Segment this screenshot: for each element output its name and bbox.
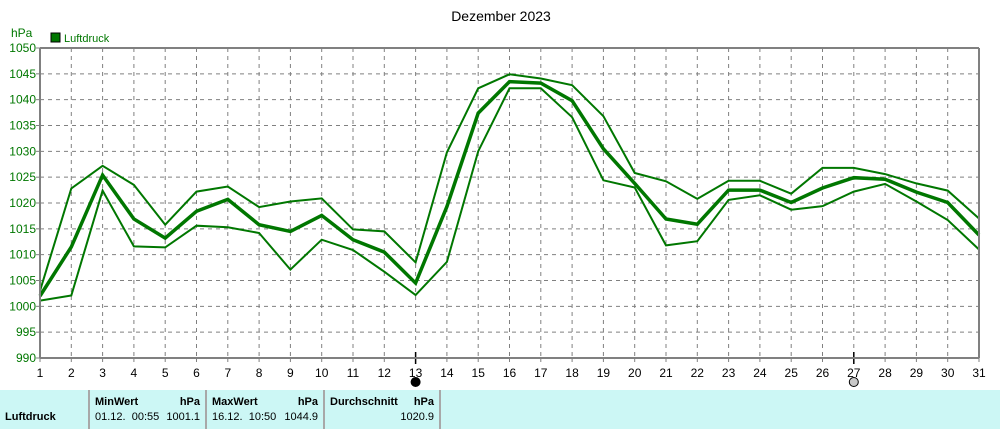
- svg-text:1020: 1020: [9, 196, 36, 210]
- svg-text:5: 5: [162, 366, 169, 380]
- svg-text:27: 27: [847, 366, 861, 380]
- svg-text:9: 9: [287, 366, 294, 380]
- legend-swatch-icon: [50, 32, 61, 43]
- svg-text:12: 12: [378, 366, 392, 380]
- svg-text:1050: 1050: [9, 41, 36, 55]
- svg-text:23: 23: [722, 366, 736, 380]
- svg-text:1025: 1025: [9, 170, 36, 184]
- max-value: 1044.9: [284, 411, 318, 423]
- legend: Luftdruck: [50, 32, 110, 45]
- svg-text:19: 19: [597, 366, 611, 380]
- min-value: 1001.1: [166, 411, 200, 423]
- pressure-chart: Dezember 2023 hPa Luftdruck 990 995 1000 10…: [9, 8, 986, 387]
- max-value-cell: MaxWert hPa 16.12. 10:50 1044.9: [207, 390, 325, 429]
- new-moon-icon: [410, 377, 421, 387]
- max-date: 16.12.: [212, 411, 243, 423]
- svg-text:20: 20: [628, 366, 642, 380]
- full-moon-icon: [848, 377, 859, 387]
- grid: [40, 48, 979, 358]
- max-unit: hPa: [297, 396, 318, 408]
- svg-text:13: 13: [409, 366, 423, 380]
- svg-text:11: 11: [347, 366, 360, 380]
- min-time: 00:55: [131, 411, 160, 423]
- svg-text:16: 16: [503, 366, 517, 380]
- y-axis-unit: hPa: [11, 26, 33, 40]
- svg-text:28: 28: [878, 366, 892, 380]
- min-date: 01.12.: [95, 411, 126, 423]
- svg-text:995: 995: [16, 325, 36, 339]
- svg-text:1015: 1015: [9, 222, 36, 236]
- svg-text:18: 18: [565, 366, 579, 380]
- svg-text:30: 30: [941, 366, 955, 380]
- avg-value-cell: Durchschnitt hPa 1020.9: [325, 390, 441, 429]
- svg-text:1: 1: [37, 366, 44, 380]
- svg-text:1040: 1040: [9, 93, 36, 107]
- svg-text:14: 14: [440, 366, 454, 380]
- svg-text:8: 8: [256, 366, 263, 380]
- plot-frame: [39, 47, 980, 359]
- x-axis-ticks: 1 2 3 4 5 6 7 8 9 10 11 12 13 14 15 16 17 18 19 20 21 22 23 24 2…: [37, 358, 986, 380]
- avg-value: 1020.9: [400, 411, 434, 423]
- series-lines: [38, 73, 981, 302]
- avg-header: Durchschnitt: [330, 396, 398, 408]
- svg-text:10: 10: [315, 366, 329, 380]
- max-time: 10:50: [248, 411, 277, 423]
- svg-text:1005: 1005: [9, 274, 36, 288]
- svg-text:1000: 1000: [9, 299, 36, 313]
- svg-text:25: 25: [785, 366, 799, 380]
- svg-text:4: 4: [131, 366, 138, 380]
- min-header: MinWert: [95, 396, 139, 408]
- svg-text:17: 17: [534, 366, 548, 380]
- svg-text:6: 6: [193, 366, 200, 380]
- svg-text:7: 7: [224, 366, 231, 380]
- svg-text:1035: 1035: [9, 119, 36, 133]
- svg-text:1045: 1045: [9, 67, 36, 81]
- summary-table: Luftdruck MinWert hPa 01.12. 00:55 1001.1 …: [0, 390, 1000, 429]
- min-value-cell: MinWert hPa 01.12. 00:55 1001.1: [90, 390, 207, 429]
- legend-label: Luftdruck: [64, 33, 110, 45]
- svg-text:1030: 1030: [9, 144, 36, 158]
- svg-text:29: 29: [910, 366, 924, 380]
- svg-text:26: 26: [816, 366, 830, 380]
- y-axis-ticks: 990 995 1000 1005 1010 1015 1020 1025 1030 1035 10…: [9, 41, 40, 365]
- svg-text:15: 15: [472, 366, 486, 380]
- max-header: MaxWert: [212, 396, 258, 408]
- svg-text:1010: 1010: [9, 248, 36, 262]
- svg-text:24: 24: [753, 366, 767, 380]
- min-unit: hPa: [179, 396, 200, 408]
- svg-text:22: 22: [691, 366, 705, 380]
- chart-title: Dezember 2023: [451, 8, 551, 24]
- summary-label: Luftdruck: [0, 390, 90, 429]
- svg-text:31: 31: [972, 366, 986, 380]
- svg-text:3: 3: [99, 366, 106, 380]
- svg-text:21: 21: [659, 366, 673, 380]
- svg-text:990: 990: [16, 351, 36, 365]
- svg-text:2: 2: [68, 366, 75, 380]
- avg-unit: hPa: [413, 396, 434, 408]
